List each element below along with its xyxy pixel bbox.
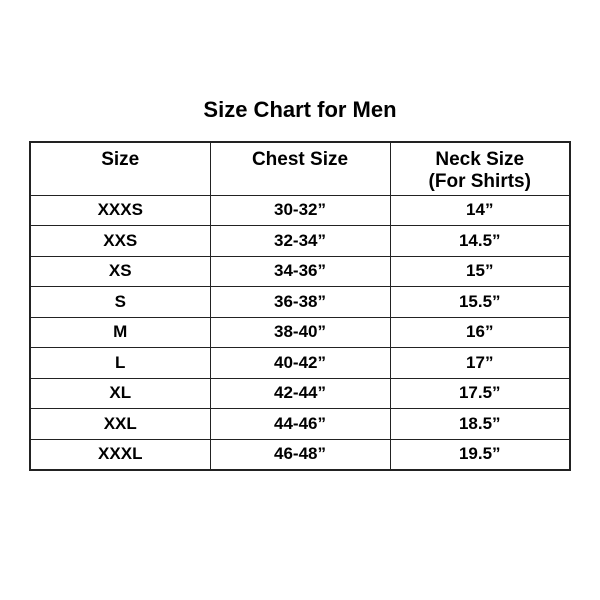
cell-size: S [29, 286, 211, 318]
cell-size: L [29, 347, 211, 379]
table-row: XS 34-36” 15” [29, 255, 571, 287]
cell-size: XXXL [29, 438, 211, 471]
cell-chest-size: 44-46” [209, 408, 391, 440]
table-row: S 36-38” 15.5” [29, 286, 571, 318]
cell-chest-size: 30-32” [209, 194, 391, 226]
cell-neck-size: 16” [389, 316, 571, 348]
cell-neck-size: 15.5” [389, 286, 571, 318]
table-row: XXS 32-34” 14.5” [29, 225, 571, 257]
cell-neck-size: 15” [389, 255, 571, 287]
table-header-row: Size Chest Size Neck Size (For Shirts) [29, 141, 571, 196]
size-chart-table: Size Chest Size Neck Size (For Shirts) X… [29, 141, 571, 471]
table-row: XXXL 46-48” 19.5” [29, 438, 571, 471]
table-row: M 38-40” 16” [29, 316, 571, 348]
header-cell-chest-size: Chest Size [209, 141, 391, 196]
cell-size: XXXS [29, 194, 211, 226]
cell-chest-size: 46-48” [209, 438, 391, 471]
cell-neck-size: 19.5” [389, 438, 571, 471]
cell-chest-size: 34-36” [209, 255, 391, 287]
cell-neck-size: 14.5” [389, 225, 571, 257]
header-cell-size: Size [29, 141, 211, 196]
cell-size: M [29, 316, 211, 348]
header-cell-neck-size: Neck Size (For Shirts) [389, 141, 571, 196]
table-body: XXXS 30-32” 14” XXS 32-34” 14.5” XS 34-3… [29, 194, 571, 471]
header-label-neck-size-line2: (For Shirts) [428, 171, 531, 192]
cell-chest-size: 36-38” [209, 286, 391, 318]
table-row: L 40-42” 17” [29, 347, 571, 379]
header-label-chest-size: Chest Size [251, 149, 349, 170]
cell-chest-size: 42-44” [209, 377, 391, 409]
table-row: XXXS 30-32” 14” [29, 194, 571, 226]
table-row: XXL 44-46” 18.5” [29, 408, 571, 440]
cell-neck-size: 17.5” [389, 377, 571, 409]
cell-chest-size: 40-42” [209, 347, 391, 379]
cell-size: XXL [29, 408, 211, 440]
cell-neck-size: 14” [389, 194, 571, 226]
cell-size: XL [29, 377, 211, 409]
page-title: Size Chart for Men [203, 97, 397, 122]
table-header: Size Chest Size Neck Size (For Shirts) [29, 141, 571, 196]
table-row: XL 42-44” 17.5” [29, 377, 571, 409]
header-label-size: Size [101, 149, 140, 170]
cell-size: XS [29, 255, 211, 287]
cell-size: XXS [29, 225, 211, 257]
cell-chest-size: 32-34” [209, 225, 391, 257]
cell-neck-size: 17” [389, 347, 571, 379]
header-label-neck-size-line1: Neck Size [435, 149, 525, 170]
cell-neck-size: 18.5” [389, 408, 571, 440]
cell-chest-size: 38-40” [209, 316, 391, 348]
